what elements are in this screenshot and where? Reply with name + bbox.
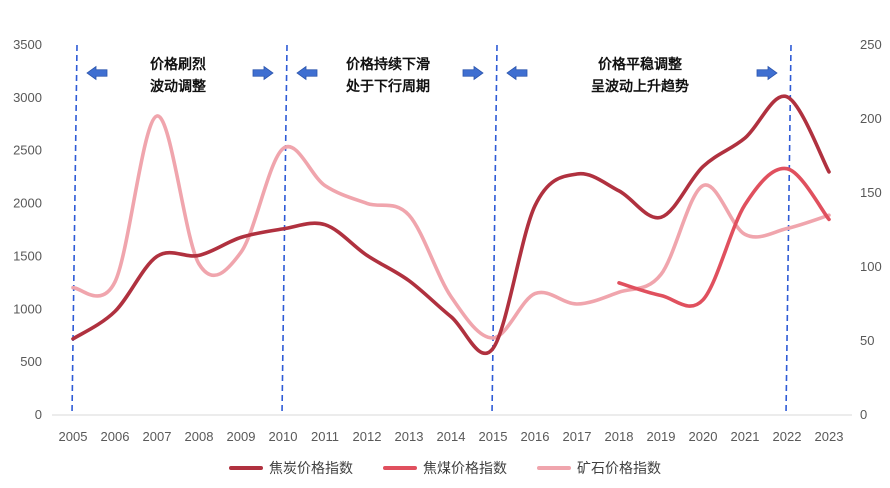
x-tick-label: 2006 — [101, 429, 130, 444]
price-index-chart: 0 500 1000 1500 2000 2500 3000 3500 0 50 100 150 200… — [13, 37, 882, 444]
x-tick-label: 2013 — [395, 429, 424, 444]
x-tick-label: 2015 — [479, 429, 508, 444]
x-tick-label: 2018 — [605, 429, 634, 444]
y-left-tick-label: 2000 — [13, 196, 42, 211]
y-left-tick-label: 3000 — [13, 90, 42, 105]
y-right-tick-label: 250 — [860, 37, 882, 52]
y-right-tick-label: 200 — [860, 111, 882, 126]
x-tick-label: 2011 — [311, 429, 339, 444]
y-left-tick-label: 500 — [20, 354, 42, 369]
x-tick-label: 2005 — [59, 429, 88, 444]
x-tick-label: 2021 — [731, 429, 760, 444]
legend-label-coke: 焦炭价格指数 — [269, 461, 353, 477]
series-line-coke — [71, 94, 831, 356]
x-tick-label: 2019 — [647, 429, 676, 444]
legend-swatch-coking-coal — [383, 466, 417, 470]
annotation-text-line1: 价格平稳调整 — [598, 56, 683, 73]
legend-item-iron-ore: 矿石价格指数 — [537, 458, 661, 478]
x-tick-label: 2007 — [143, 429, 172, 444]
x-tick-label: 2008 — [185, 429, 214, 444]
x-tick-label: 2020 — [689, 429, 718, 444]
arrow-left-icon — [296, 65, 318, 81]
y-right-tick-label: 50 — [860, 333, 874, 348]
arrow-left-icon — [86, 65, 108, 81]
legend-label-coking-coal: 焦煤价格指数 — [423, 461, 507, 477]
y-left-tick-label: 1500 — [13, 248, 42, 263]
x-tick-label: 2009 — [227, 429, 256, 444]
period-divider-line — [71, 44, 78, 416]
legend: 焦炭价格指数 焦煤价格指数 矿石价格指数 — [0, 458, 890, 478]
annotation-text-line1: 价格刷烈 — [150, 56, 206, 73]
legend-item-coke: 焦炭价格指数 — [229, 458, 353, 478]
y-right-tick-label: 0 — [860, 407, 867, 422]
arrow-right-icon — [756, 65, 778, 81]
y-right-tick-label: 100 — [860, 259, 882, 274]
period-divider-line — [491, 44, 498, 416]
legend-swatch-coke — [229, 466, 263, 470]
x-tick-label: 2023 — [815, 429, 844, 444]
y-right-tick-label: 150 — [860, 185, 882, 200]
annotation-text-line1: 价格持续下滑 — [346, 56, 430, 73]
period-divider-line — [785, 44, 792, 416]
x-tick-label: 2016 — [521, 429, 550, 444]
series-line-iron-ore — [71, 114, 831, 340]
annotation-text-line2: 处于下行周期 — [345, 78, 430, 95]
y-left-tick-label: 0 — [35, 407, 42, 422]
series-line-coking-coal — [617, 166, 831, 308]
x-tick-label: 2010 — [269, 429, 298, 444]
x-tick-label: 2022 — [773, 429, 802, 444]
x-tick-label: 2012 — [353, 429, 382, 444]
legend-swatch-iron-ore — [537, 466, 571, 470]
x-tick-label: 2017 — [563, 429, 592, 444]
arrow-right-icon — [252, 65, 274, 81]
arrow-right-icon — [462, 65, 484, 81]
x-tick-label: 2014 — [437, 429, 466, 444]
y-left-tick-label: 1000 — [13, 301, 42, 316]
y-left-tick-label: 2500 — [13, 143, 42, 158]
legend-label-iron-ore: 矿石价格指数 — [577, 461, 661, 477]
annotation-text-line2: 波动调整 — [150, 78, 207, 95]
y-left-tick-label: 3500 — [13, 37, 42, 52]
legend-item-coking-coal: 焦煤价格指数 — [383, 458, 507, 478]
arrow-left-icon — [506, 65, 528, 81]
annotation-text-line2: 呈波动上升趋势 — [591, 78, 689, 95]
